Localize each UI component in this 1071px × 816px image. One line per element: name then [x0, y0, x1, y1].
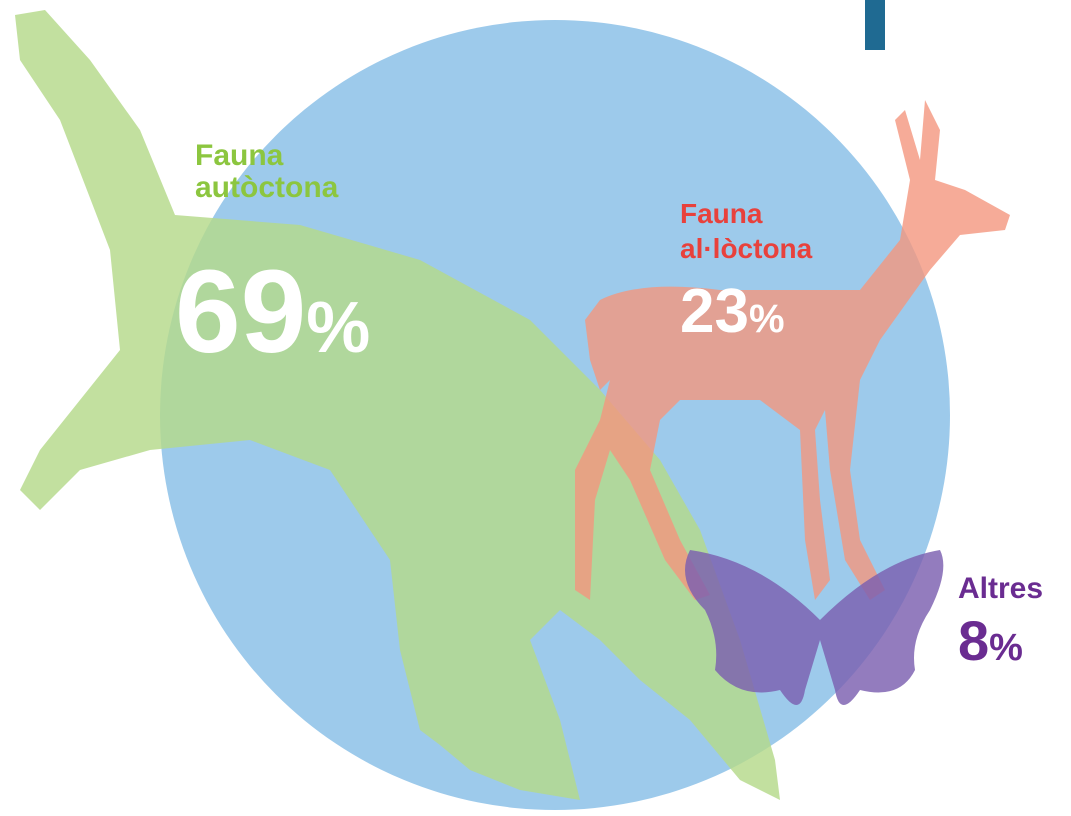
percent-value: 23% [680, 277, 785, 346]
label-line: Fauna [195, 139, 284, 172]
butterfly-silhouette [685, 550, 944, 705]
deer-silhouette [575, 100, 1010, 600]
unit: % [989, 627, 1023, 669]
unit: % [749, 297, 785, 341]
corner-bar [865, 0, 885, 50]
label-line: Altres [958, 572, 1043, 605]
bird-silhouette [15, 10, 780, 800]
label-line: Fauna [680, 198, 763, 229]
value: 23 [680, 277, 749, 346]
percent-value: 8% [958, 609, 1023, 672]
percent-value: 69% [175, 246, 370, 378]
value: 69 [175, 246, 306, 378]
value: 8 [958, 609, 989, 672]
unit: % [306, 288, 370, 368]
label-line: al·lòctona [680, 233, 813, 264]
label-line: autòctona [195, 171, 339, 204]
